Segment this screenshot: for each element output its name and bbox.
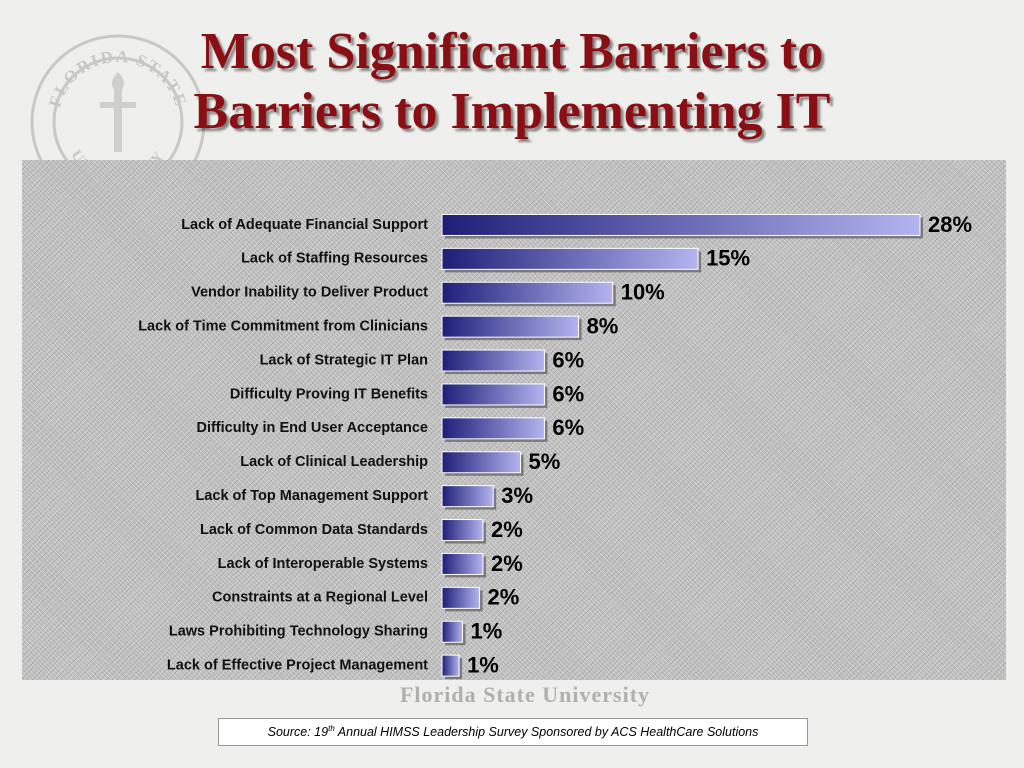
value-label: 2% [491,517,523,542]
bar [441,383,545,406]
title-line-2: Barriers to Implementing IT [193,83,831,140]
torch-icon [100,72,136,152]
bar [441,654,460,677]
source-note: Source: 19th Annual HIMSS Leadership Sur… [218,718,808,746]
bar-chart: Lack of Adequate Financial Support 28% Lac… [138,212,972,680]
watermark: Florida State University [399,682,651,707]
value-label: 6% [552,415,584,440]
title-line-1: Most Significant Barriers to [200,23,824,80]
category-label: Constraints at a Regional Level [212,590,428,606]
category-label: Lack of Adequate Financial Support [181,217,428,233]
value-label: 2% [491,551,523,576]
bar [441,213,921,236]
source-suffix: Annual HIMSS Leadership Survey Sponsored… [334,725,759,739]
bar [441,586,481,609]
bar [441,247,699,270]
bar [441,281,614,304]
category-label: Lack of Effective Project Management [167,657,428,673]
category-label: Vendor Inability to Deliver Product [191,285,428,301]
category-label: Lack of Strategic IT Plan [260,352,428,368]
value-label: 6% [552,347,584,372]
value-label: 1% [470,619,502,644]
category-label: Lack of Interoperable Systems [218,556,428,572]
category-label: Lack of Staffing Resources [241,251,428,267]
bar [441,552,484,575]
chart-panel: Lack of Adequate Financial Support 28% Lac… [22,160,1006,680]
value-label: 10% [621,280,665,305]
bar [441,451,522,474]
category-label: Lack of Common Data Standards [200,522,428,538]
category-label: Difficulty in End User Acceptance [196,420,428,436]
value-label: 3% [501,483,533,508]
value-label: 8% [587,313,619,338]
source-superscript: th [328,723,335,733]
value-label: 2% [488,585,520,610]
value-label: 5% [529,449,561,474]
bar [441,349,545,372]
bar [441,485,494,508]
value-label: 28% [928,212,972,237]
value-label: 1% [467,652,499,677]
bar [441,315,580,338]
bar [441,620,463,643]
value-label: 15% [706,246,750,271]
bar [441,519,484,542]
category-label: Lack of Time Commitment from Clinicians [138,318,428,334]
source-prefix: Source: 19 [267,725,329,739]
category-label: Lack of Top Management Support [195,488,428,504]
category-label: Laws Prohibiting Technology Sharing [169,624,428,640]
value-label: 6% [552,381,584,406]
bar [441,417,545,440]
category-label: Difficulty Proving IT Benefits [230,386,428,402]
category-label: Lack of Clinical Leadership [240,454,428,470]
slide-title: Most Significant Barriers to Barriers to… [0,22,1024,142]
